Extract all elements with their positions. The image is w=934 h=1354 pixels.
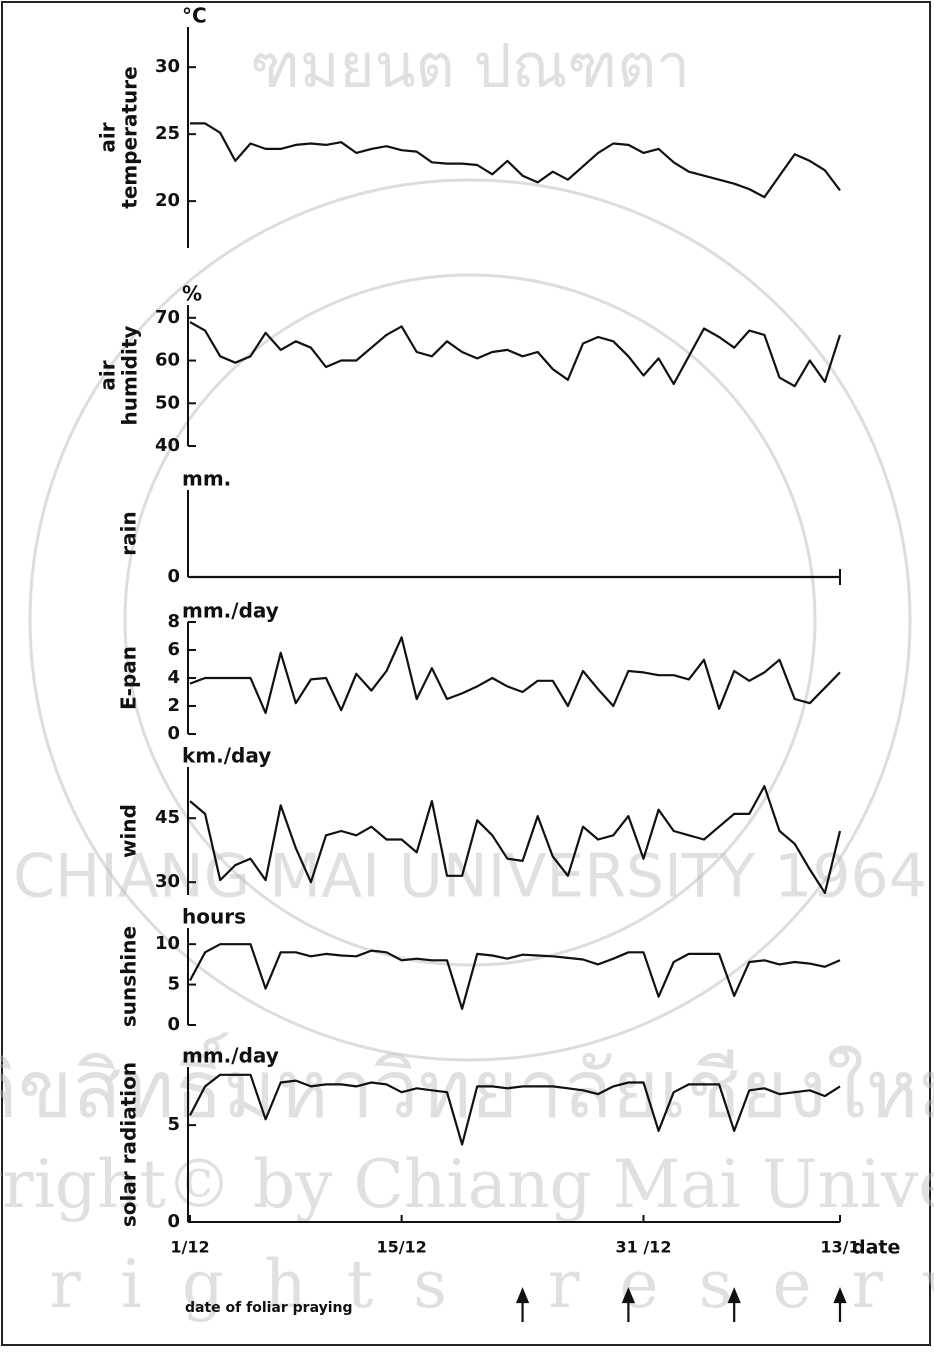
y-axis-label: wind [117, 804, 141, 858]
y-axis-label: air [96, 360, 120, 390]
y-tick-label: 50 [155, 392, 180, 413]
page: {"chart_data":[ {"type":"line","ylabel":… [0, 0, 934, 1350]
y-tick-label: 2 [167, 695, 180, 716]
y-tick-label: 0 [167, 566, 180, 587]
unit-label: mm./day [182, 599, 279, 623]
x-tick-label: 15/12 [376, 1238, 426, 1257]
unit-label: °C [182, 4, 207, 28]
data-line [190, 322, 840, 386]
unit-label: hours [182, 905, 246, 929]
y-tick-label: 25 [155, 123, 180, 144]
unit-label: km./day [182, 744, 271, 768]
watermark-text: All rights reserved [0, 1246, 934, 1323]
y-tick-label: 40 [155, 435, 180, 456]
data-line [190, 637, 840, 713]
y-axis-label: sunshine [117, 926, 141, 1027]
y-axis-label: rain [117, 511, 141, 555]
y-tick-label: 60 [155, 350, 180, 371]
y-tick-label: 0 [167, 1211, 180, 1232]
y-axis-label: E-pan [117, 646, 141, 710]
data-line [190, 944, 840, 1009]
unit-label: mm. [182, 467, 231, 491]
data-line [190, 123, 840, 197]
y-tick-label: 4 [167, 667, 180, 688]
y-axis-label: air [96, 122, 120, 152]
y-tick-label: 30 [155, 56, 180, 77]
y-tick-label: 0 [167, 723, 180, 744]
y-tick-label: 45 [155, 807, 180, 828]
chart: ฑมยนต ปณฑตา CHIANG MAI UNIVERSITY 1964 ล… [0, 0, 934, 1350]
y-axis-label: humidity [118, 326, 142, 426]
y-tick-label: 5 [167, 974, 180, 995]
unit-label: mm./day [182, 1044, 279, 1068]
x-tick-label: 1/12 [170, 1238, 209, 1257]
y-tick-label: 70 [155, 307, 180, 328]
x-axis-label: date [852, 1237, 900, 1259]
watermark-text: ฑมยนต ปณฑตา [250, 32, 690, 102]
y-tick-label: 5 [167, 1114, 180, 1135]
y-tick-label: 10 [155, 933, 180, 954]
y-tick-label: 30 [155, 871, 180, 892]
y-tick-label: 20 [155, 190, 180, 211]
y-axis-label: temperature [118, 66, 142, 208]
annotation-label: date of foliar praying [185, 1300, 353, 1316]
y-tick-label: 6 [167, 639, 180, 660]
y-tick-label: 0 [167, 1014, 180, 1035]
watermark-text: CHIANG MAI UNIVERSITY 1964 [13, 842, 927, 912]
x-tick-label: 31 /12 [616, 1238, 672, 1257]
y-tick-label: 8 [167, 611, 180, 632]
unit-label: % [182, 282, 202, 306]
y-axis-label: solar radiation [117, 1062, 141, 1227]
